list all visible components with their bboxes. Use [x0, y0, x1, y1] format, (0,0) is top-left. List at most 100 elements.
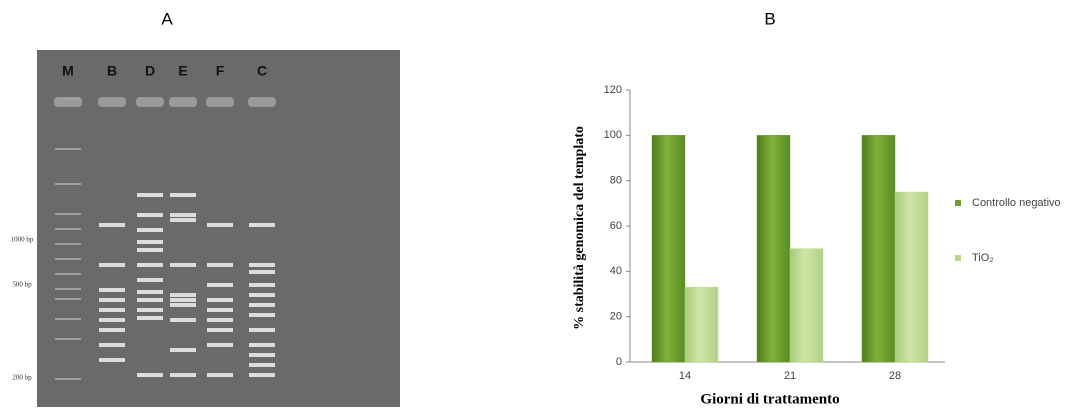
y-tick-label: 60 [610, 220, 622, 232]
gel-well [206, 97, 234, 107]
y-tick-label: 0 [616, 356, 622, 368]
gel-band [249, 328, 275, 332]
gel-band [249, 373, 275, 377]
gel-band [170, 193, 196, 197]
marker-label: 200 bp [12, 374, 32, 382]
gel-band [55, 288, 81, 290]
gel-band [249, 223, 275, 227]
gel-band [55, 273, 81, 275]
bar [894, 191, 929, 363]
gel-band [249, 343, 275, 347]
gel-band [137, 298, 163, 302]
gel-band [99, 343, 125, 347]
gel-band [207, 298, 233, 302]
lane-label: D [145, 63, 155, 79]
gel-band [99, 263, 125, 267]
gel-band [55, 258, 81, 260]
bar [861, 135, 896, 363]
x-axis-label: Giorni di trattamento [700, 391, 839, 407]
gel-band [137, 240, 163, 244]
gel-band [55, 228, 81, 230]
gel-band [249, 293, 275, 297]
gel-band [137, 248, 163, 252]
gel-band [170, 373, 196, 377]
gel-band [170, 263, 196, 267]
panel-label: A [161, 9, 173, 28]
bar [651, 135, 686, 363]
gel-well [136, 97, 164, 107]
gel-band [170, 318, 196, 322]
gel-band [170, 298, 196, 302]
gel-band [55, 298, 81, 300]
gel-band [99, 298, 125, 302]
gel-band [55, 148, 81, 150]
gel-band [207, 343, 233, 347]
gel-well [169, 97, 197, 107]
legend-marker [955, 255, 961, 261]
x-tick-label: 14 [679, 370, 691, 382]
gel-band [137, 228, 163, 232]
legend-marker [955, 200, 961, 206]
gel-band [249, 283, 275, 287]
y-tick-label: 120 [604, 84, 622, 96]
gel-band [207, 328, 233, 332]
gel-band [207, 373, 233, 377]
gel-band [55, 318, 81, 320]
gel-band [249, 363, 275, 367]
y-tick-label: 20 [610, 311, 622, 323]
gel-band [249, 313, 275, 317]
legend-label: Controllo negativo [972, 197, 1061, 209]
x-tick-label: 21 [784, 370, 796, 382]
gel-band [249, 353, 275, 357]
gel-band [137, 373, 163, 377]
gel-band [99, 308, 125, 312]
gel-band [137, 316, 163, 320]
gel [37, 50, 400, 407]
gel-band [99, 358, 125, 362]
gel-band [137, 308, 163, 312]
y-tick-label: 80 [610, 175, 622, 187]
gel-band [55, 378, 81, 380]
y-axis-label: % stabilità genomica del templato [572, 126, 587, 330]
gel-well [98, 97, 126, 107]
gel-band [249, 263, 275, 267]
gel-band [137, 193, 163, 197]
y-tick-label: 40 [610, 265, 622, 277]
gel-band [170, 213, 196, 217]
gel-band [207, 283, 233, 287]
gel-band [249, 303, 275, 307]
gel-bands [54, 97, 276, 380]
marker-label: 1000 bp [11, 236, 34, 244]
gel-band [170, 303, 196, 307]
panel-label: B [764, 9, 775, 28]
lane-label: E [178, 63, 187, 79]
gel-band [207, 263, 233, 267]
gel-band [99, 318, 125, 322]
legend-label: TiO₂ [972, 252, 994, 264]
gel-band [137, 290, 163, 294]
gel-band [137, 263, 163, 267]
bar [684, 286, 719, 363]
bar [789, 248, 824, 363]
gel-band [99, 223, 125, 227]
lane-label: B [107, 63, 117, 79]
gel-band [137, 213, 163, 217]
x-tick-label: 28 [889, 370, 901, 382]
gel-well [248, 97, 276, 107]
gel-band [99, 328, 125, 332]
gel-band [170, 293, 196, 297]
gel-band [55, 98, 81, 100]
bar [756, 135, 791, 363]
gel-band [137, 278, 163, 282]
gel-band [55, 243, 81, 245]
y-tick-label: 100 [604, 129, 622, 141]
gel-band [99, 288, 125, 292]
lane-label: F [216, 63, 225, 79]
gel-band [207, 223, 233, 227]
gel-band [170, 348, 196, 352]
gel-band [55, 213, 81, 215]
gel-band [207, 318, 233, 322]
gel-band [207, 308, 233, 312]
lane-label: C [257, 63, 267, 79]
